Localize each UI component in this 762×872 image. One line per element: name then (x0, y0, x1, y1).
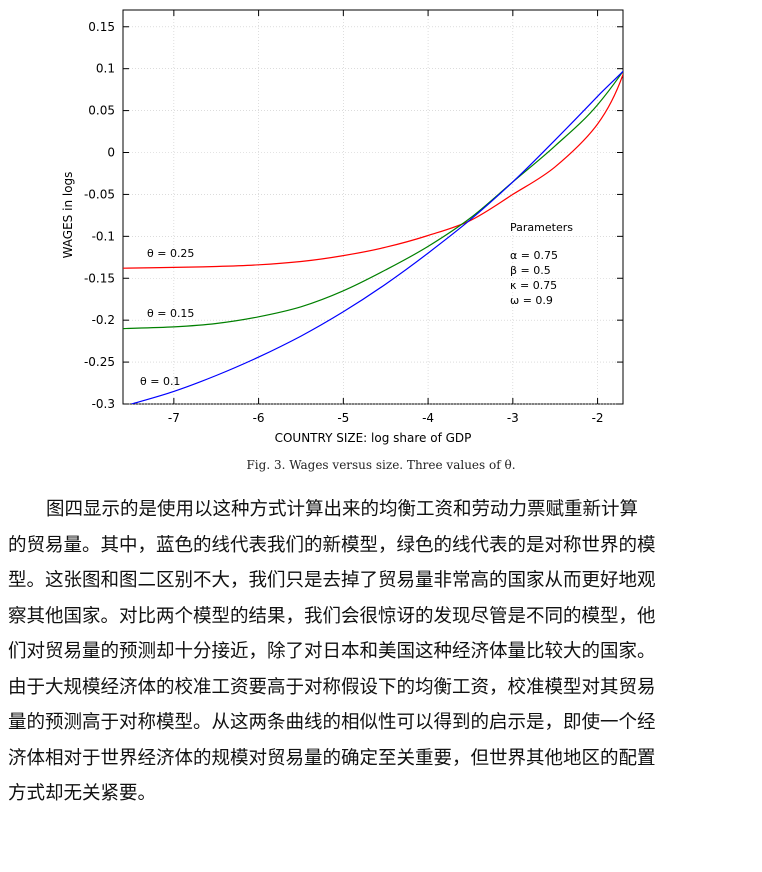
paragraph-line: 方式却无关紧要。 (8, 783, 157, 804)
y-tick-label: 0 (107, 146, 115, 160)
body-paragraph: 图四显示的是使用以这种方式计算出来的均衡工资和劳动力票赋重新计算 的贸易量。其中… (8, 492, 756, 812)
y-tick-label: 0.15 (88, 20, 115, 34)
y-tick-label: -0.2 (92, 313, 115, 327)
y-axis-label: WAGES in logs (61, 172, 75, 259)
y-tick-label: -0.3 (92, 397, 115, 411)
series-label-theta-01: θ = 0.1 (140, 375, 180, 388)
figure: 0.15 0.1 0.05 0 -0.05 -0.1 -0.15 -0.2 -0.25 -0.3 -… (61, 9, 624, 445)
series-line-1 (123, 70, 623, 330)
y-tick-label: -0.25 (84, 355, 115, 369)
paragraph-line: 察其他国家。对比两个模型的结果，我们会很惊讶的发现尽管是不同的模型，他 (8, 605, 656, 627)
parameter-omega: ω = 0.9 (510, 294, 553, 307)
paragraph-line: 图四显示的是使用以这种方式计算出来的均衡工资和劳动力票赋重新计算 (46, 499, 639, 520)
tick-layer: 0.15 0.1 0.05 0 -0.05 -0.1 -0.15 -0.2 -0.25 -0.3 -… (84, 10, 623, 425)
y-tick-label: -0.15 (84, 271, 115, 285)
series-layer (123, 70, 623, 404)
series-label-theta-025: θ = 0.25 (147, 247, 194, 260)
paragraph-line: 们对贸易量的预测却十分接近，除了对日本和美国这种经济体量比较大的国家。 (8, 641, 656, 662)
x-tick-label: -2 (592, 411, 604, 425)
y-tick-label: 0.05 (88, 104, 115, 118)
figure-caption: Fig. 3. Wages versus size. Three values … (246, 458, 516, 472)
wages-vs-size-chart: 0.15 0.1 0.05 0 -0.05 -0.1 -0.15 -0.2 -0.25 -0.3 -… (61, 9, 624, 445)
x-tick-label: -6 (253, 411, 265, 425)
parameter-kappa: κ = 0.75 (510, 279, 557, 292)
series-line-0 (123, 72, 623, 269)
y-tick-label: -0.1 (92, 229, 115, 243)
parameters-title: Parameters (510, 221, 573, 234)
y-tick-label: -0.05 (84, 187, 115, 201)
y-tick-label: 0.1 (96, 62, 115, 76)
paragraph-line: 济体相对于世界经济体的规模对贸易量的确定至关重要，但世界其他地区的配置 (8, 747, 656, 769)
series-label-theta-015: θ = 0.15 (147, 307, 194, 320)
plot-frame (122, 9, 624, 405)
x-axis-label: COUNTRY SIZE: log share of GDP (275, 431, 472, 445)
series-line-2 (131, 70, 623, 404)
x-tick-label: -5 (337, 411, 349, 425)
x-tick-label: -3 (507, 411, 519, 425)
x-tick-label: -4 (422, 411, 434, 425)
x-tick-label: -7 (168, 411, 180, 425)
paragraph-line: 型。这张图和图二区别不大，我们只是去掉了贸易量非常高的国家从而更好地观 (8, 570, 656, 591)
paragraph-line: 的贸易量。其中，蓝色的线代表我们的新模型，绿色的线代表的是对称世界的模 (8, 534, 656, 556)
paragraph-line: 量的预测高于对称模型。从这两条曲线的相似性可以得到的启示是，即使一个经 (8, 712, 656, 733)
parameter-beta: β = 0.5 (510, 264, 551, 277)
paragraph-line: 由于大规模经济体的校准工资要高于对称假设下的均衡工资，校准模型对其贸易 (8, 676, 656, 698)
grid-layer (123, 10, 623, 405)
parameter-alpha: α = 0.75 (510, 249, 558, 262)
